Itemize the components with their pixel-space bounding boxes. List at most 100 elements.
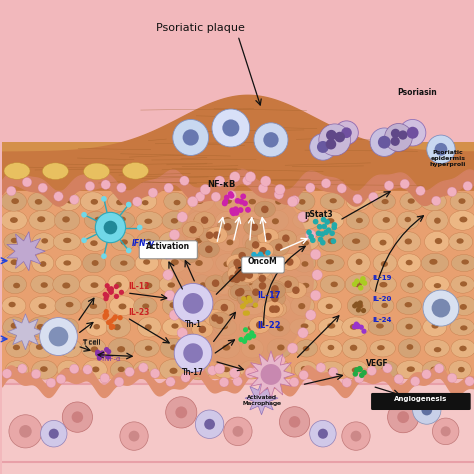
Ellipse shape	[228, 284, 249, 301]
Circle shape	[341, 128, 352, 138]
Circle shape	[298, 328, 308, 338]
Circle shape	[441, 426, 451, 437]
Ellipse shape	[372, 297, 394, 314]
Circle shape	[114, 284, 119, 289]
Ellipse shape	[252, 278, 273, 294]
Circle shape	[251, 252, 257, 257]
Circle shape	[104, 347, 109, 352]
Circle shape	[264, 132, 279, 147]
Ellipse shape	[254, 201, 275, 218]
Ellipse shape	[251, 302, 257, 308]
Circle shape	[175, 406, 187, 419]
Circle shape	[132, 197, 142, 206]
Circle shape	[244, 336, 249, 341]
Ellipse shape	[160, 338, 186, 358]
Circle shape	[357, 303, 362, 309]
Ellipse shape	[449, 210, 474, 230]
Ellipse shape	[2, 297, 26, 315]
Circle shape	[126, 247, 131, 253]
Ellipse shape	[248, 344, 255, 350]
Ellipse shape	[187, 211, 211, 230]
Ellipse shape	[159, 231, 186, 252]
Ellipse shape	[214, 319, 237, 336]
Ellipse shape	[370, 232, 394, 251]
Circle shape	[72, 411, 83, 423]
Circle shape	[104, 221, 117, 234]
Ellipse shape	[320, 275, 345, 294]
Circle shape	[316, 363, 326, 373]
Circle shape	[259, 247, 267, 255]
Ellipse shape	[458, 198, 465, 204]
Ellipse shape	[430, 366, 438, 372]
Ellipse shape	[80, 275, 106, 294]
Circle shape	[269, 305, 277, 313]
Circle shape	[258, 183, 268, 193]
Ellipse shape	[290, 319, 316, 336]
Ellipse shape	[247, 326, 255, 330]
Ellipse shape	[196, 325, 203, 331]
Ellipse shape	[38, 303, 46, 309]
Circle shape	[108, 290, 113, 295]
Ellipse shape	[368, 319, 394, 336]
Circle shape	[181, 373, 191, 382]
Ellipse shape	[195, 365, 202, 372]
Circle shape	[238, 199, 244, 205]
Circle shape	[384, 124, 412, 151]
Circle shape	[244, 270, 252, 278]
Ellipse shape	[84, 211, 108, 229]
Circle shape	[106, 320, 111, 325]
Ellipse shape	[171, 259, 179, 265]
Circle shape	[394, 374, 403, 384]
Circle shape	[109, 323, 114, 328]
Ellipse shape	[267, 338, 292, 358]
Ellipse shape	[173, 200, 181, 205]
Circle shape	[229, 209, 236, 215]
Ellipse shape	[292, 211, 320, 229]
Circle shape	[240, 269, 247, 276]
Circle shape	[110, 324, 116, 329]
Ellipse shape	[372, 361, 399, 379]
Circle shape	[117, 183, 126, 192]
Circle shape	[308, 234, 314, 239]
Text: Th-1: Th-1	[184, 320, 201, 329]
Circle shape	[212, 109, 250, 147]
Ellipse shape	[459, 346, 467, 351]
Circle shape	[114, 294, 119, 299]
Text: Activated
Macrophage: Activated Macrophage	[242, 395, 281, 406]
Ellipse shape	[408, 198, 415, 204]
Circle shape	[222, 199, 228, 205]
Circle shape	[126, 202, 131, 208]
Circle shape	[235, 263, 243, 271]
Ellipse shape	[83, 232, 108, 251]
Ellipse shape	[431, 323, 439, 328]
Circle shape	[245, 310, 250, 316]
Ellipse shape	[382, 303, 388, 308]
Ellipse shape	[342, 338, 367, 359]
Circle shape	[216, 317, 223, 324]
Ellipse shape	[303, 346, 310, 351]
Circle shape	[38, 183, 47, 192]
Circle shape	[257, 267, 264, 274]
Circle shape	[95, 351, 100, 356]
Ellipse shape	[352, 367, 359, 373]
Circle shape	[261, 176, 271, 186]
Circle shape	[384, 181, 394, 190]
Ellipse shape	[94, 217, 101, 222]
Ellipse shape	[198, 302, 205, 309]
Ellipse shape	[267, 232, 290, 251]
Ellipse shape	[450, 192, 474, 211]
Ellipse shape	[230, 266, 251, 283]
Circle shape	[310, 134, 336, 160]
Circle shape	[275, 373, 285, 382]
Ellipse shape	[227, 255, 248, 271]
Polygon shape	[2, 384, 474, 474]
Circle shape	[230, 210, 236, 216]
Circle shape	[235, 198, 240, 204]
Ellipse shape	[456, 238, 464, 244]
Ellipse shape	[250, 262, 271, 279]
Text: Angiogenesis: Angiogenesis	[394, 396, 448, 402]
Circle shape	[188, 196, 198, 207]
Ellipse shape	[167, 283, 175, 288]
Ellipse shape	[264, 283, 285, 299]
Circle shape	[320, 240, 326, 246]
